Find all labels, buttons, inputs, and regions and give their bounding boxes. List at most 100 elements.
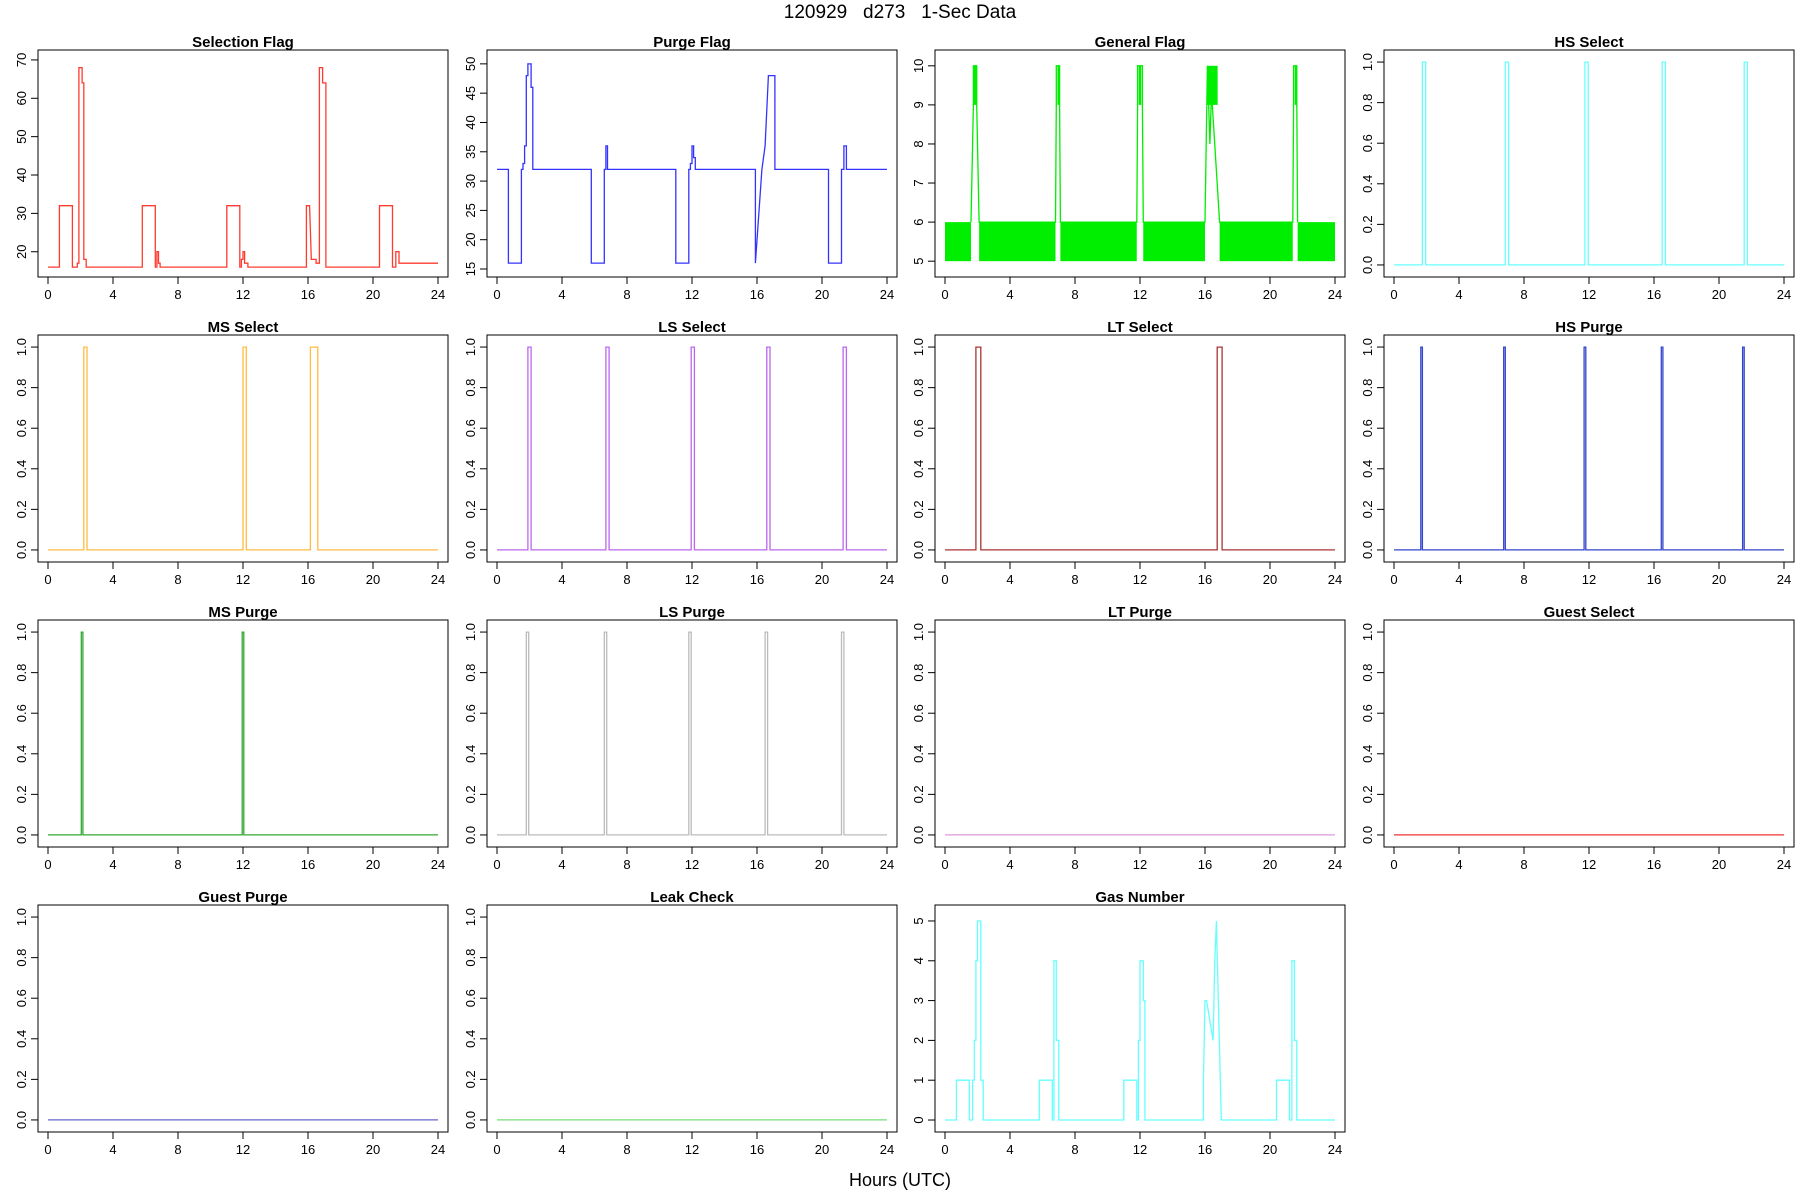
panel-title: Guest Purge (198, 889, 287, 906)
series-line (48, 66, 438, 268)
x-tick-label: 0 (1390, 857, 1397, 872)
x-tick-label: 24 (1328, 1142, 1342, 1157)
x-tick-label: 20 (1263, 1142, 1277, 1157)
data-spike (1294, 65, 1297, 105)
y-tick-label: 0.6 (911, 419, 926, 437)
y-tick-label: 0.4 (14, 460, 29, 478)
panel-frame (934, 619, 1346, 848)
series-line (1394, 61, 1784, 266)
y-tick-label: 0.0 (1360, 256, 1375, 274)
panel-title: LS Purge (659, 604, 725, 621)
y-tick-label: 0.0 (911, 826, 926, 844)
series-line (48, 631, 438, 836)
y-tick-label: 45 (463, 86, 478, 100)
x-tick-label: 4 (1006, 287, 1013, 302)
x-tick-label: 12 (685, 1142, 699, 1157)
y-tick-label: 0.4 (1360, 175, 1375, 193)
x-tick-label: 12 (1133, 287, 1147, 302)
y-tick-label: 40 (463, 115, 478, 129)
panel-title: General Flag (1095, 34, 1186, 51)
x-tick-label: 12 (1582, 572, 1596, 587)
x-tick-label: 20 (1263, 572, 1277, 587)
y-tick-label: 0.8 (14, 664, 29, 682)
panel-guest-purge: Guest Purge 0 4 8 12 16 20 24 0.0 0.2 0.4 0.6 0.8 1.0 (14, 889, 449, 1157)
y-tick-label: 0.8 (14, 379, 29, 397)
y-tick-label: 1.0 (1360, 53, 1375, 71)
x-tick-label: 16 (1198, 572, 1212, 587)
x-tick-label: 0 (941, 857, 948, 872)
x-tick-label: 16 (301, 857, 315, 872)
x-tick-label: 4 (1006, 857, 1013, 872)
x-tick-label: 4 (1455, 287, 1462, 302)
panel-frame (37, 619, 449, 848)
x-tick-label: 12 (236, 857, 250, 872)
panel-title: HS Purge (1555, 319, 1623, 336)
y-tick-label: 50 (463, 57, 478, 71)
x-tick-label: 12 (1133, 857, 1147, 872)
panel-title: Selection Flag (192, 34, 294, 51)
x-tick-label: 20 (815, 287, 829, 302)
data-band (979, 222, 1056, 262)
panel-hs-select: HS Select 0 4 8 12 16 20 24 0.0 0.2 0.4 0.6 0.8 1.0 (1360, 34, 1795, 302)
x-tick-label: 0 (1390, 572, 1397, 587)
y-tick-label: 1.0 (463, 338, 478, 356)
x-tick-label: 20 (366, 1142, 380, 1157)
data-spike (973, 65, 978, 105)
x-tick-label: 24 (1328, 572, 1342, 587)
x-tick-label: 8 (1071, 1142, 1078, 1157)
y-tick-label: 15 (463, 262, 478, 276)
y-tick-label: 0.6 (1360, 419, 1375, 437)
y-tick-label: 0.6 (463, 419, 478, 437)
y-tick-label: 0.8 (1360, 94, 1375, 112)
x-tick-label: 8 (1520, 572, 1527, 587)
y-tick-label: 0.6 (14, 704, 29, 722)
y-tick-label: 0.6 (14, 419, 29, 437)
y-tick-label: 0.8 (1360, 664, 1375, 682)
y-tick-label: 0.2 (463, 500, 478, 518)
y-tick-label: 1.0 (911, 623, 926, 641)
x-tick-label: 20 (366, 572, 380, 587)
panel-frame (1383, 334, 1795, 563)
panel-ls-select: LS Select 0 4 8 12 16 20 24 0.0 0.2 0.4 0.6 0.8 1.0 (463, 319, 898, 587)
x-tick-label: 4 (109, 287, 116, 302)
series-line (48, 346, 438, 551)
panel-frame (1383, 49, 1795, 278)
x-tick-label: 4 (558, 572, 565, 587)
y-tick-label: 0.8 (463, 379, 478, 397)
series-line (497, 346, 887, 551)
panel-title: LT Purge (1108, 604, 1172, 621)
panel-title: LS Select (658, 319, 726, 336)
x-tick-label: 16 (301, 572, 315, 587)
y-tick-label: 0.2 (911, 500, 926, 518)
x-tick-label: 16 (750, 572, 764, 587)
x-tick-label: 20 (1712, 572, 1726, 587)
data-band (1219, 222, 1293, 262)
data-spike (1057, 65, 1060, 105)
x-tick-label: 12 (1133, 1142, 1147, 1157)
panel-title: MS Purge (208, 604, 277, 621)
y-tick-label: 0.0 (463, 1111, 478, 1129)
y-tick-label: 20 (463, 232, 478, 246)
panel-ls-purge: LS Purge 0 4 8 12 16 20 24 0.0 0.2 0.4 0.6 0.8 1.0 (463, 604, 898, 872)
x-tick-label: 20 (1263, 287, 1277, 302)
y-tick-label: 0.4 (1360, 460, 1375, 478)
x-tick-label: 12 (685, 572, 699, 587)
series-line (1394, 346, 1784, 551)
data-spike (1138, 65, 1142, 105)
y-tick-label: 0.6 (463, 989, 478, 1007)
data-band (1060, 222, 1137, 262)
y-tick-label: 0.8 (463, 949, 478, 967)
y-tick-label: 5 (911, 917, 926, 924)
x-tick-label: 20 (815, 857, 829, 872)
y-tick-label: 0.6 (1360, 704, 1375, 722)
x-tick-label: 8 (623, 287, 630, 302)
panel-ms-select: MS Select 0 4 8 12 16 20 24 0.0 0.2 0.4 0.6 0.8 1.0 (14, 319, 449, 587)
y-tick-label: 1.0 (463, 908, 478, 926)
panel-frame (934, 334, 1346, 563)
y-tick-label: 0.4 (463, 745, 478, 763)
x-tick-label: 0 (44, 287, 51, 302)
x-tick-label: 8 (174, 1142, 181, 1157)
y-tick-label: 0.0 (911, 541, 926, 559)
y-tick-label: 25 (463, 203, 478, 217)
